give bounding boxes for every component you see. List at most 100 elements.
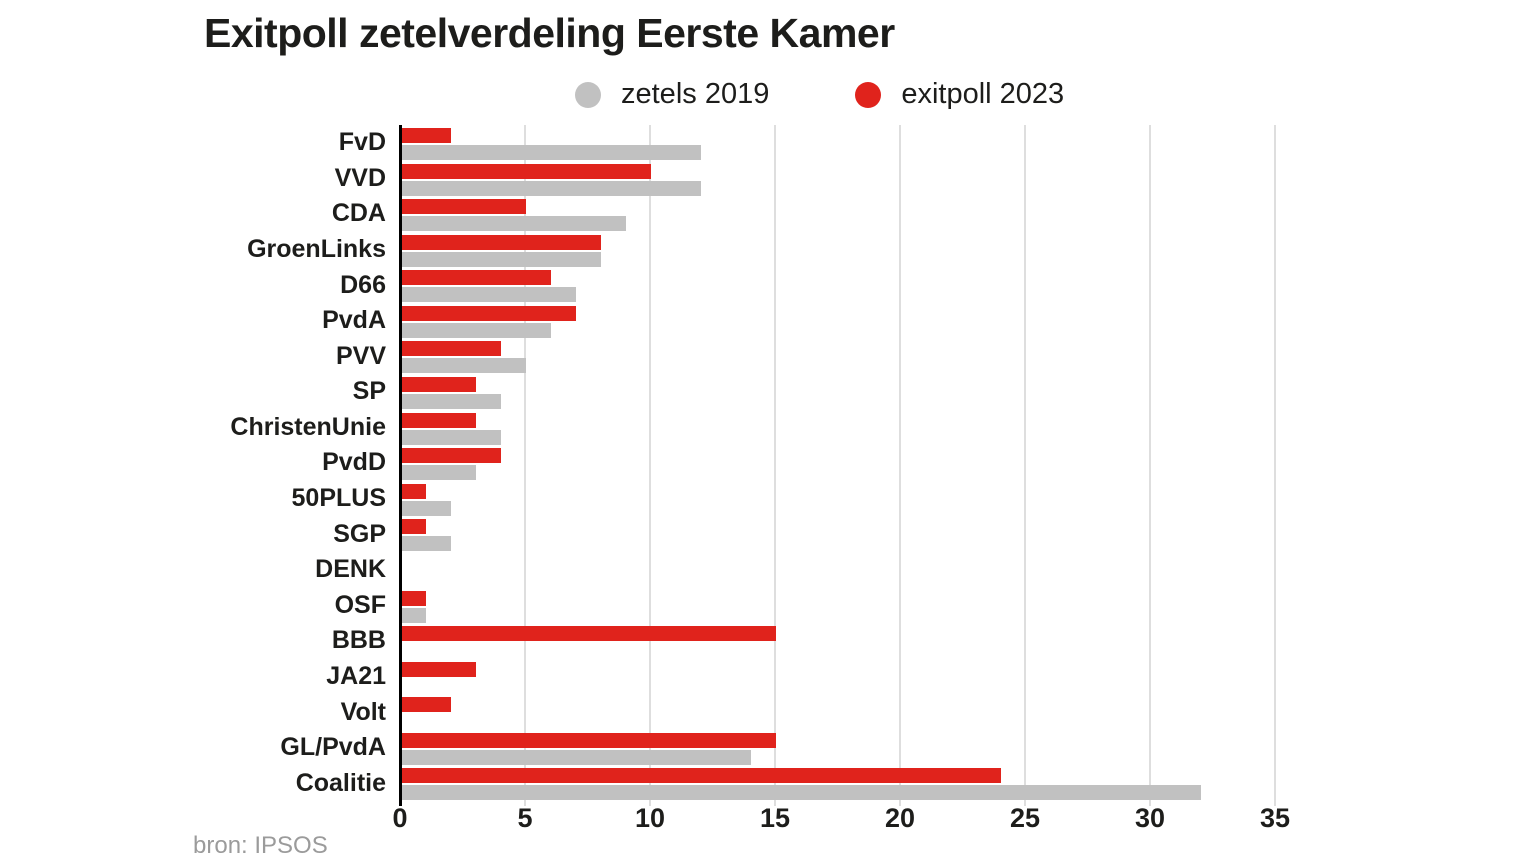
category-label-pvda: PvdA <box>322 306 386 335</box>
bar-exitpoll-2023-sgp <box>401 519 426 535</box>
bar-exitpoll-2023-pvda <box>401 305 576 321</box>
bar-zetels-2019-groenlinks <box>401 251 601 267</box>
bar-exitpoll-2023-pvv <box>401 341 501 357</box>
x-tick-label-5: 5 <box>517 803 533 833</box>
bar-zetels-2019-pvv <box>401 358 526 374</box>
bar-zetels-2019-vvd <box>401 180 701 196</box>
chart-row-d66: D66 <box>0 267 1536 303</box>
gridline-5 <box>524 125 526 806</box>
bar-zetels-2019-d66 <box>401 287 576 303</box>
bar-exitpoll-2023-coalitie <box>401 768 1001 784</box>
category-label-50plus: 50PLUS <box>291 484 386 513</box>
category-label-christenunie: ChristenUnie <box>230 412 386 441</box>
chart-row-volt: Volt <box>0 694 1536 730</box>
source-credit: bron: IPSOS <box>193 832 328 859</box>
bar-exitpoll-2023-osf <box>401 590 426 606</box>
category-label-coalitie: Coalitie <box>295 768 386 797</box>
y-axis-line <box>399 125 402 806</box>
bar-zetels-2019-pvda <box>401 322 551 338</box>
chart-row-osf: OSF <box>0 588 1536 624</box>
bar-exitpoll-2023-ja21 <box>401 661 476 677</box>
chart-row-sp: SP <box>0 374 1536 410</box>
category-label-sp: SP <box>352 377 386 406</box>
bar-exitpoll-2023-50plus <box>401 483 426 499</box>
category-label-vvd: VVD <box>334 163 386 192</box>
bar-exitpoll-2023-cda <box>401 199 526 215</box>
x-tick-label-25: 25 <box>1009 803 1041 833</box>
category-label-pvv: PVV <box>335 341 386 370</box>
chart-row-sgp: SGP <box>0 516 1536 552</box>
bar-zetels-2019-sp <box>401 394 501 410</box>
legend-item-exitpoll-2023: exitpoll 2023 <box>855 78 1064 111</box>
chart-row-coalitie: Coalitie <box>0 765 1536 801</box>
category-label-ja21: JA21 <box>326 661 386 690</box>
category-label-cda: CDA <box>331 199 386 228</box>
category-label-fvd: FvD <box>338 128 386 157</box>
bar-exitpoll-2023-d66 <box>401 270 551 286</box>
bar-zetels-2019-pvdd <box>401 465 476 481</box>
bar-zetels-2019-osf <box>401 607 426 623</box>
chart-row-pvv: PVV <box>0 338 1536 374</box>
category-label-gl-pvda: GL/PvdA <box>280 733 386 762</box>
legend-label-exitpoll-2023: exitpoll 2023 <box>901 78 1065 110</box>
chart-row-50plus: 50PLUS <box>0 481 1536 517</box>
chart-row-pvda: PvdA <box>0 303 1536 339</box>
gridline-30 <box>1149 125 1151 806</box>
chart-title: Exitpoll zetelverdeling Eerste Kamer <box>204 10 895 56</box>
bar-zetels-2019-gl-pvda <box>401 749 751 765</box>
bar-zetels-2019-coalitie <box>401 785 1201 801</box>
category-label-volt: Volt <box>340 697 386 726</box>
category-label-denk: DENK <box>315 555 386 584</box>
gridline-10 <box>649 125 651 806</box>
category-label-sgp: SGP <box>333 519 386 548</box>
bar-zetels-2019-fvd <box>401 145 701 160</box>
x-tick-label-15: 15 <box>759 803 791 833</box>
bar-zetels-2019-sgp <box>401 536 451 552</box>
chart-row-gl-pvda: GL/PvdA <box>0 730 1536 766</box>
chart-row-fvd: FvD <box>0 125 1536 161</box>
category-label-pvdd: PvdD <box>322 448 386 477</box>
bar-chart-plot-area: FvD VVD CDA GroenLinks D66 PvdA PVV SP ChristenU… <box>0 125 1536 806</box>
bar-exitpoll-2023-bbb <box>401 626 776 642</box>
legend-dot-gray-icon <box>575 81 601 108</box>
bar-exitpoll-2023-volt <box>401 697 451 713</box>
chart-row-vvd: VVD <box>0 161 1536 197</box>
x-tick-label-20: 20 <box>884 803 916 833</box>
chart-row-pvdd: PvdD <box>0 445 1536 481</box>
x-tick-label-10: 10 <box>634 803 666 833</box>
gridline-35 <box>1274 125 1276 806</box>
bar-zetels-2019-christenunie <box>401 429 501 445</box>
x-tick-label-35: 35 <box>1259 803 1291 833</box>
bar-zetels-2019-cda <box>401 216 626 232</box>
bar-exitpoll-2023-christenunie <box>401 412 476 428</box>
category-label-d66: D66 <box>340 270 386 299</box>
chart-row-groenlinks: GroenLinks <box>0 232 1536 268</box>
bar-exitpoll-2023-sp <box>401 377 476 393</box>
category-label-groenlinks: GroenLinks <box>247 235 386 264</box>
bar-zetels-2019-50plus <box>401 500 451 516</box>
bar-exitpoll-2023-fvd <box>401 128 451 143</box>
legend-item-zetels-2019: zetels 2019 <box>575 78 769 111</box>
category-label-osf: OSF <box>334 590 386 619</box>
chart-row-denk: DENK <box>0 552 1536 588</box>
bar-rows: FvD VVD CDA GroenLinks D66 PvdA PVV SP ChristenU… <box>0 125 1536 801</box>
legend-label-zetels-2019: zetels 2019 <box>621 78 770 110</box>
gridline-20 <box>899 125 901 806</box>
chart-row-ja21: JA21 <box>0 659 1536 695</box>
x-tick-label-0: 0 <box>392 803 408 833</box>
chart-row-cda: CDA <box>0 196 1536 232</box>
bar-exitpoll-2023-vvd <box>401 163 651 179</box>
bar-exitpoll-2023-pvdd <box>401 448 501 464</box>
category-label-bbb: BBB <box>331 626 386 655</box>
legend-dot-red-icon <box>855 81 882 108</box>
chart-row-bbb: BBB <box>0 623 1536 659</box>
bar-exitpoll-2023-groenlinks <box>401 234 601 250</box>
x-tick-label-30: 30 <box>1134 803 1166 833</box>
gridline-15 <box>774 125 776 806</box>
bar-exitpoll-2023-gl-pvda <box>401 732 776 748</box>
gridline-25 <box>1024 125 1026 806</box>
x-axis-tick-labels: 0 5 10 15 20 25 30 35 <box>0 803 1536 839</box>
chart-row-christenunie: ChristenUnie <box>0 410 1536 446</box>
legend: zetels 2019 exitpoll 2023 <box>575 78 1064 111</box>
